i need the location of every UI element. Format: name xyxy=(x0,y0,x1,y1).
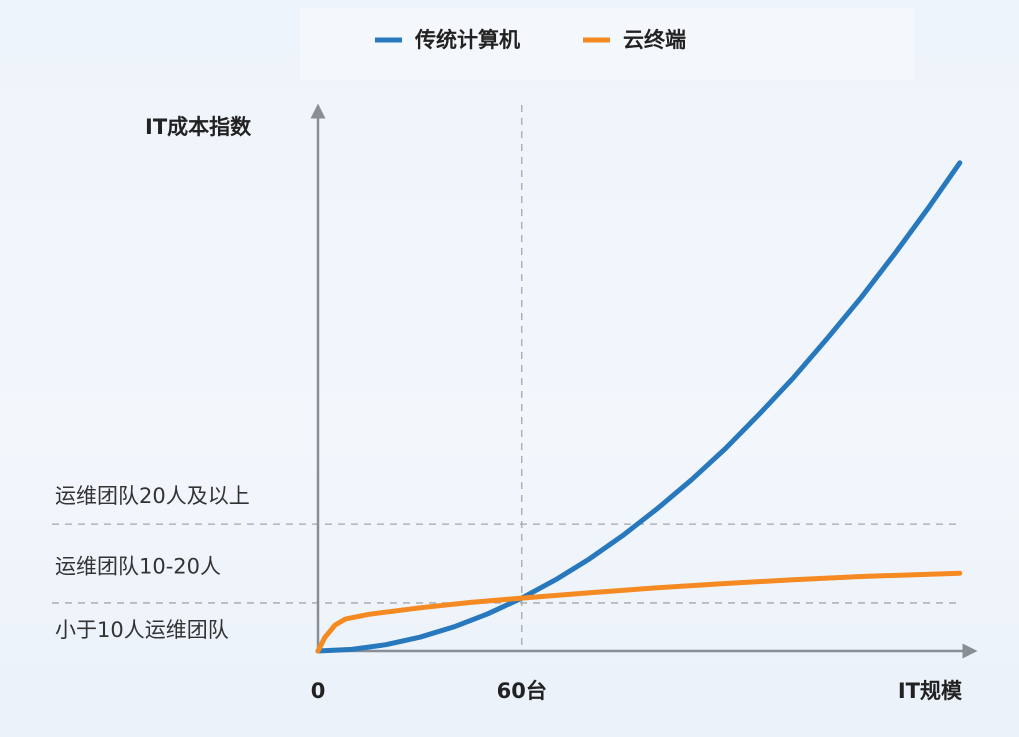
x-tick-label: 0 xyxy=(311,679,326,703)
legend-box xyxy=(300,8,914,80)
band-label: 小于10人运维团队 xyxy=(55,618,229,642)
series-line xyxy=(315,570,963,654)
legend-label: 传统计算机 xyxy=(414,28,520,52)
legend-label: 云终端 xyxy=(623,28,686,52)
series-line xyxy=(315,160,963,654)
x-axis-label: IT规模 xyxy=(898,679,963,703)
band-label: 运维团队20人及以上 xyxy=(55,484,250,508)
y-axis-label: IT成本指数 xyxy=(145,115,252,139)
x-tick-label: 60台 xyxy=(497,679,547,703)
band-label: 运维团队10-20人 xyxy=(55,555,221,579)
